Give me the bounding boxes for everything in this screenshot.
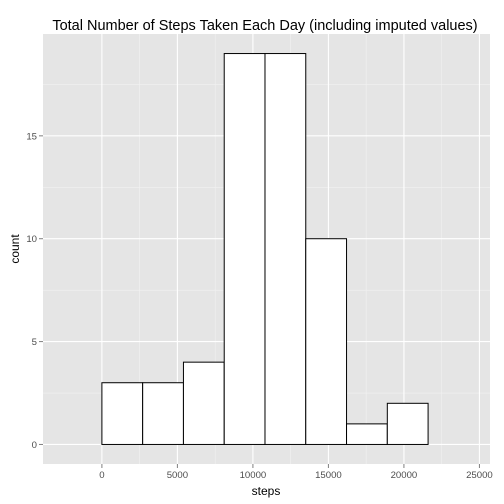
y-axis-ticks: 0 5 10 15: [26, 131, 43, 451]
y-axis-title: count: [8, 234, 22, 264]
x-tick-label: 5000: [167, 470, 188, 481]
chart-title: Total Number of Steps Taken Each Day (in…: [52, 18, 477, 34]
histogram-bar: [101, 382, 144, 445]
histogram-bar: [182, 361, 225, 445]
y-tick-label: 0: [32, 440, 37, 451]
histogram-bar: [346, 423, 388, 445]
x-axis-title: steps: [252, 484, 281, 498]
histogram-bar: [386, 402, 429, 445]
x-tick-label: 25000: [466, 470, 493, 481]
y-tick-label: 15: [26, 131, 37, 142]
histogram-bar: [142, 382, 184, 445]
histogram-bars: [101, 53, 429, 445]
y-tick-label: 10: [26, 234, 37, 245]
histogram-bar: [264, 53, 307, 445]
x-tick-label: 20000: [391, 470, 418, 481]
x-tick-label: 10000: [240, 470, 267, 481]
histogram-bar: [223, 53, 266, 445]
y-tick-label: 5: [32, 337, 37, 348]
x-axis-ticks: 0 5000 10000 15000 20000 25000: [99, 464, 493, 481]
histogram-bar: [305, 238, 348, 445]
x-tick-label: 0: [99, 470, 104, 481]
x-tick-label: 15000: [315, 470, 342, 481]
